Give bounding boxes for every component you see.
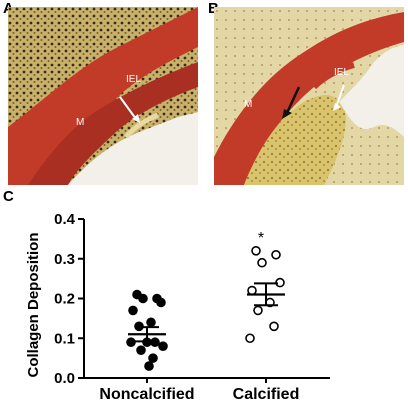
y-tick-label-3: 0.3 xyxy=(54,251,75,268)
data-point-0-4 xyxy=(128,305,138,316)
collagen-scatter-chart: 0.0 0.1 0.2 0.3 0.4 Collagen Deposition Nonc… xyxy=(25,211,330,403)
y-tick-label-2: 0.2 xyxy=(54,291,75,308)
data-point-0-13 xyxy=(144,361,154,371)
data-point-1-0 xyxy=(251,246,261,256)
micrograph-a-iel-label: IEL xyxy=(126,74,141,85)
significance-asterisk: * xyxy=(258,230,264,247)
data-point-1-8 xyxy=(245,333,255,344)
data-point-0-11 xyxy=(136,345,146,355)
data-point-1-1 xyxy=(271,249,281,260)
y-axis-ticks: 0.0 0.1 0.2 0.3 0.4 xyxy=(54,211,84,387)
micrograph-a-m-label: M xyxy=(76,117,84,128)
data-points xyxy=(126,246,285,371)
y-tick-label-0: 0.0 xyxy=(54,370,75,387)
micrograph-b: IEL M xyxy=(214,7,404,185)
panel-label-c: C xyxy=(3,188,14,205)
micrograph-b-iel-label: IEL xyxy=(334,67,349,78)
data-point-0-2 xyxy=(138,293,148,304)
micrograph-a: IEL M xyxy=(8,7,198,185)
x-category-label-noncalcified: Noncalcified xyxy=(99,386,194,403)
panel-label-b: B xyxy=(208,0,219,17)
x-category-label-calcified: Calcified xyxy=(233,386,300,403)
micrograph-b-image: IEL M xyxy=(214,7,404,185)
data-point-0-5 xyxy=(146,317,156,328)
data-point-1-7 xyxy=(269,321,279,332)
data-point-1-4 xyxy=(247,285,257,296)
micrograph-a-image: IEL M xyxy=(8,7,198,185)
data-point-0-10 xyxy=(158,341,168,352)
data-point-1-6 xyxy=(253,305,263,316)
y-tick-label-4: 0.4 xyxy=(54,211,76,228)
data-point-0-12 xyxy=(148,353,158,363)
y-tick-label-1: 0.1 xyxy=(54,330,75,347)
data-point-0-8 xyxy=(126,337,136,348)
data-point-0-3 xyxy=(156,297,166,308)
mean-sem-bars xyxy=(128,282,285,343)
chart-axes xyxy=(83,219,330,383)
micrograph-b-m-label: M xyxy=(244,99,252,110)
data-point-1-2 xyxy=(257,257,267,268)
y-axis-label: Collagen Deposition xyxy=(25,232,42,377)
